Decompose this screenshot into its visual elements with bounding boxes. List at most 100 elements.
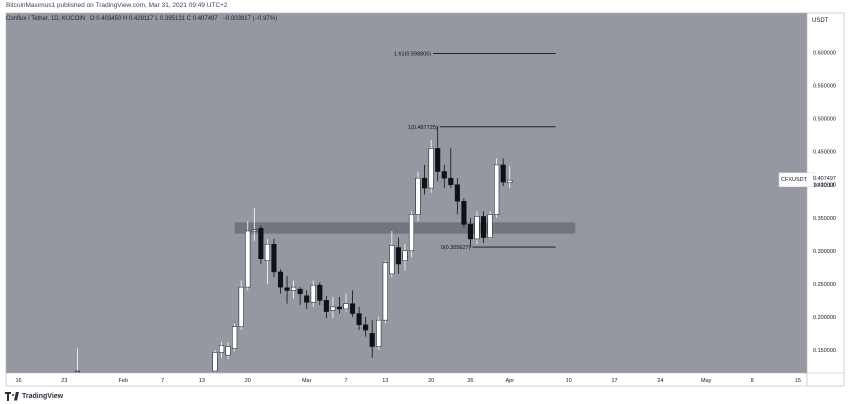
candle: [494, 158, 500, 218]
candle: [467, 217, 473, 248]
plot-background: [6, 13, 807, 373]
candle-body: [317, 284, 323, 301]
candle: [264, 238, 270, 284]
candle: [317, 282, 323, 305]
candle: [395, 237, 401, 274]
candle: [291, 280, 297, 299]
candle-body: [232, 326, 238, 349]
candle: [212, 349, 218, 373]
candle: [219, 341, 225, 358]
last-price-symbol: CFXUSDT: [781, 177, 808, 183]
fib-level-label: 0(0.305627): [441, 245, 471, 251]
candle-body: [271, 243, 277, 273]
candle: [454, 178, 460, 215]
candle-body: [323, 300, 329, 312]
candle: [74, 348, 81, 373]
time-scale[interactable]: [6, 373, 844, 386]
candle: [369, 320, 375, 358]
candle: [415, 171, 421, 222]
chart-frame: [5, 12, 845, 387]
candle-body: [382, 262, 388, 321]
symbol-title[interactable]: Conflux / Tether, 1D, KUCOIN: [6, 16, 86, 22]
candle-body: [258, 228, 264, 259]
price-scale[interactable]: [807, 13, 844, 373]
time-tick-label: 17: [611, 378, 617, 384]
fib-level-label: 1.61(0.598805): [394, 51, 431, 57]
candle-body: [251, 229, 257, 232]
candle-body: [487, 214, 493, 238]
candle: [225, 341, 231, 360]
time-tick-label: 26: [467, 378, 473, 384]
symbol-legend[interactable]: Conflux / Tether, 1D, KUCOIN O 0.403450 …: [6, 13, 277, 25]
candle: [343, 293, 349, 312]
candle-body: [336, 306, 342, 310]
candle-body: [350, 303, 356, 314]
price-tick-label: 0.450000: [813, 150, 836, 156]
candle: [304, 290, 310, 309]
price-change: −0.003917 (−0.97%): [222, 16, 278, 22]
candle: [350, 290, 356, 317]
candle: [481, 211, 487, 243]
candle-body: [363, 324, 369, 331]
support-zone-layer: [234, 222, 576, 234]
last-price-value: 0.407497: [813, 176, 836, 182]
time-tick-label: May: [701, 378, 712, 384]
time-tick-label: 13: [382, 378, 388, 384]
last-price-countdown: 16:10:18: [813, 183, 834, 189]
candle-body: [507, 179, 513, 184]
candle-body: [467, 224, 473, 240]
tradingview-logo-icon: [5, 391, 19, 401]
candle: [323, 295, 329, 319]
time-tick-label: Feb: [119, 378, 128, 384]
time-tick-label: 7: [161, 378, 164, 384]
price-tick-label: 0.300000: [813, 249, 836, 255]
time-tick-label: 24: [657, 378, 663, 384]
time-tick-label: Mar: [302, 378, 312, 384]
candle: [271, 238, 277, 278]
brand-name: TradingView: [22, 392, 64, 400]
time-tick-label: 16: [15, 378, 21, 384]
candle: [428, 139, 434, 193]
candle: [232, 323, 238, 352]
candle: [336, 297, 342, 314]
price-tick-label: 0.200000: [813, 315, 836, 321]
candle: [376, 316, 382, 350]
candle-body: [395, 247, 401, 265]
candle-body: [284, 287, 290, 291]
candle-body: [310, 284, 316, 303]
fibonacci-levels-layer: 1.61(0.598805) 1(0.487725) 0(0.305627): [394, 51, 556, 251]
time-tick-label: 7: [344, 378, 347, 384]
candle: [284, 275, 290, 304]
candle-body: [356, 313, 362, 326]
candle: [382, 260, 388, 324]
time-tick-label: 23: [61, 378, 67, 384]
tradingview-branding[interactable]: TradingView: [5, 389, 63, 403]
candle-body: [225, 346, 231, 356]
time-tick-label: 10: [566, 378, 572, 384]
time-tick-label: 20: [428, 378, 434, 384]
candle: [461, 197, 467, 228]
candle: [441, 164, 447, 189]
time-tick-label: 20: [245, 378, 251, 384]
price-tick-label: 0.550000: [813, 84, 836, 90]
candle-body: [304, 295, 310, 303]
candle-body: [291, 286, 297, 291]
candle-body: [461, 201, 467, 225]
currency-label: USDT: [812, 18, 829, 24]
candle: [435, 126, 441, 182]
candle-body: [454, 184, 460, 202]
candle-body: [212, 352, 218, 372]
price-tick-label: 0.400000: [813, 183, 836, 189]
candle-body: [369, 333, 375, 347]
ohlc-values: O 0.403450 H 0.428117 L 0.395131 C 0.407…: [89, 16, 218, 22]
price-tick-label: 0.600000: [813, 51, 836, 57]
candles-layer: [74, 126, 513, 373]
candle-body: [343, 303, 349, 310]
candle: [258, 225, 264, 265]
time-tick-labels: 16 23 Feb 7 13 20 Mar 7 13 20 26 Apr 10 17 24 May 8 15: [15, 378, 801, 384]
candle: [389, 230, 395, 278]
candle-body: [481, 216, 487, 238]
candle: [297, 287, 303, 305]
candle-body: [376, 319, 382, 347]
